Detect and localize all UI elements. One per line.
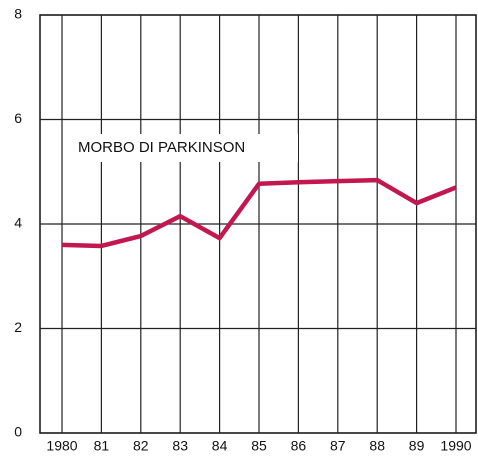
y-tick-label: 8 [14,6,22,22]
y-tick-label: 4 [14,215,22,231]
x-tick-label: 83 [172,438,188,454]
x-tick-label: 85 [251,438,267,454]
x-tick-label: 1990 [440,438,471,454]
y-tick-label: 6 [14,110,22,126]
annotation-box [66,134,298,162]
x-tick-label: 82 [133,438,149,454]
annotation: MORBO DI PARKINSON [78,139,245,156]
data-line [61,177,457,249]
x-tick-label: 84 [212,438,228,454]
y-tick-label: 2 [14,319,22,335]
y-tick-label: 0 [14,424,22,440]
x-tick-label: 89 [409,438,425,454]
x-tick-label: 88 [369,438,385,454]
x-tick-label: 87 [330,438,346,454]
x-tick-label: 86 [291,438,307,454]
x-tick-label: 81 [94,438,110,454]
x-tick-label: 1980 [46,438,77,454]
